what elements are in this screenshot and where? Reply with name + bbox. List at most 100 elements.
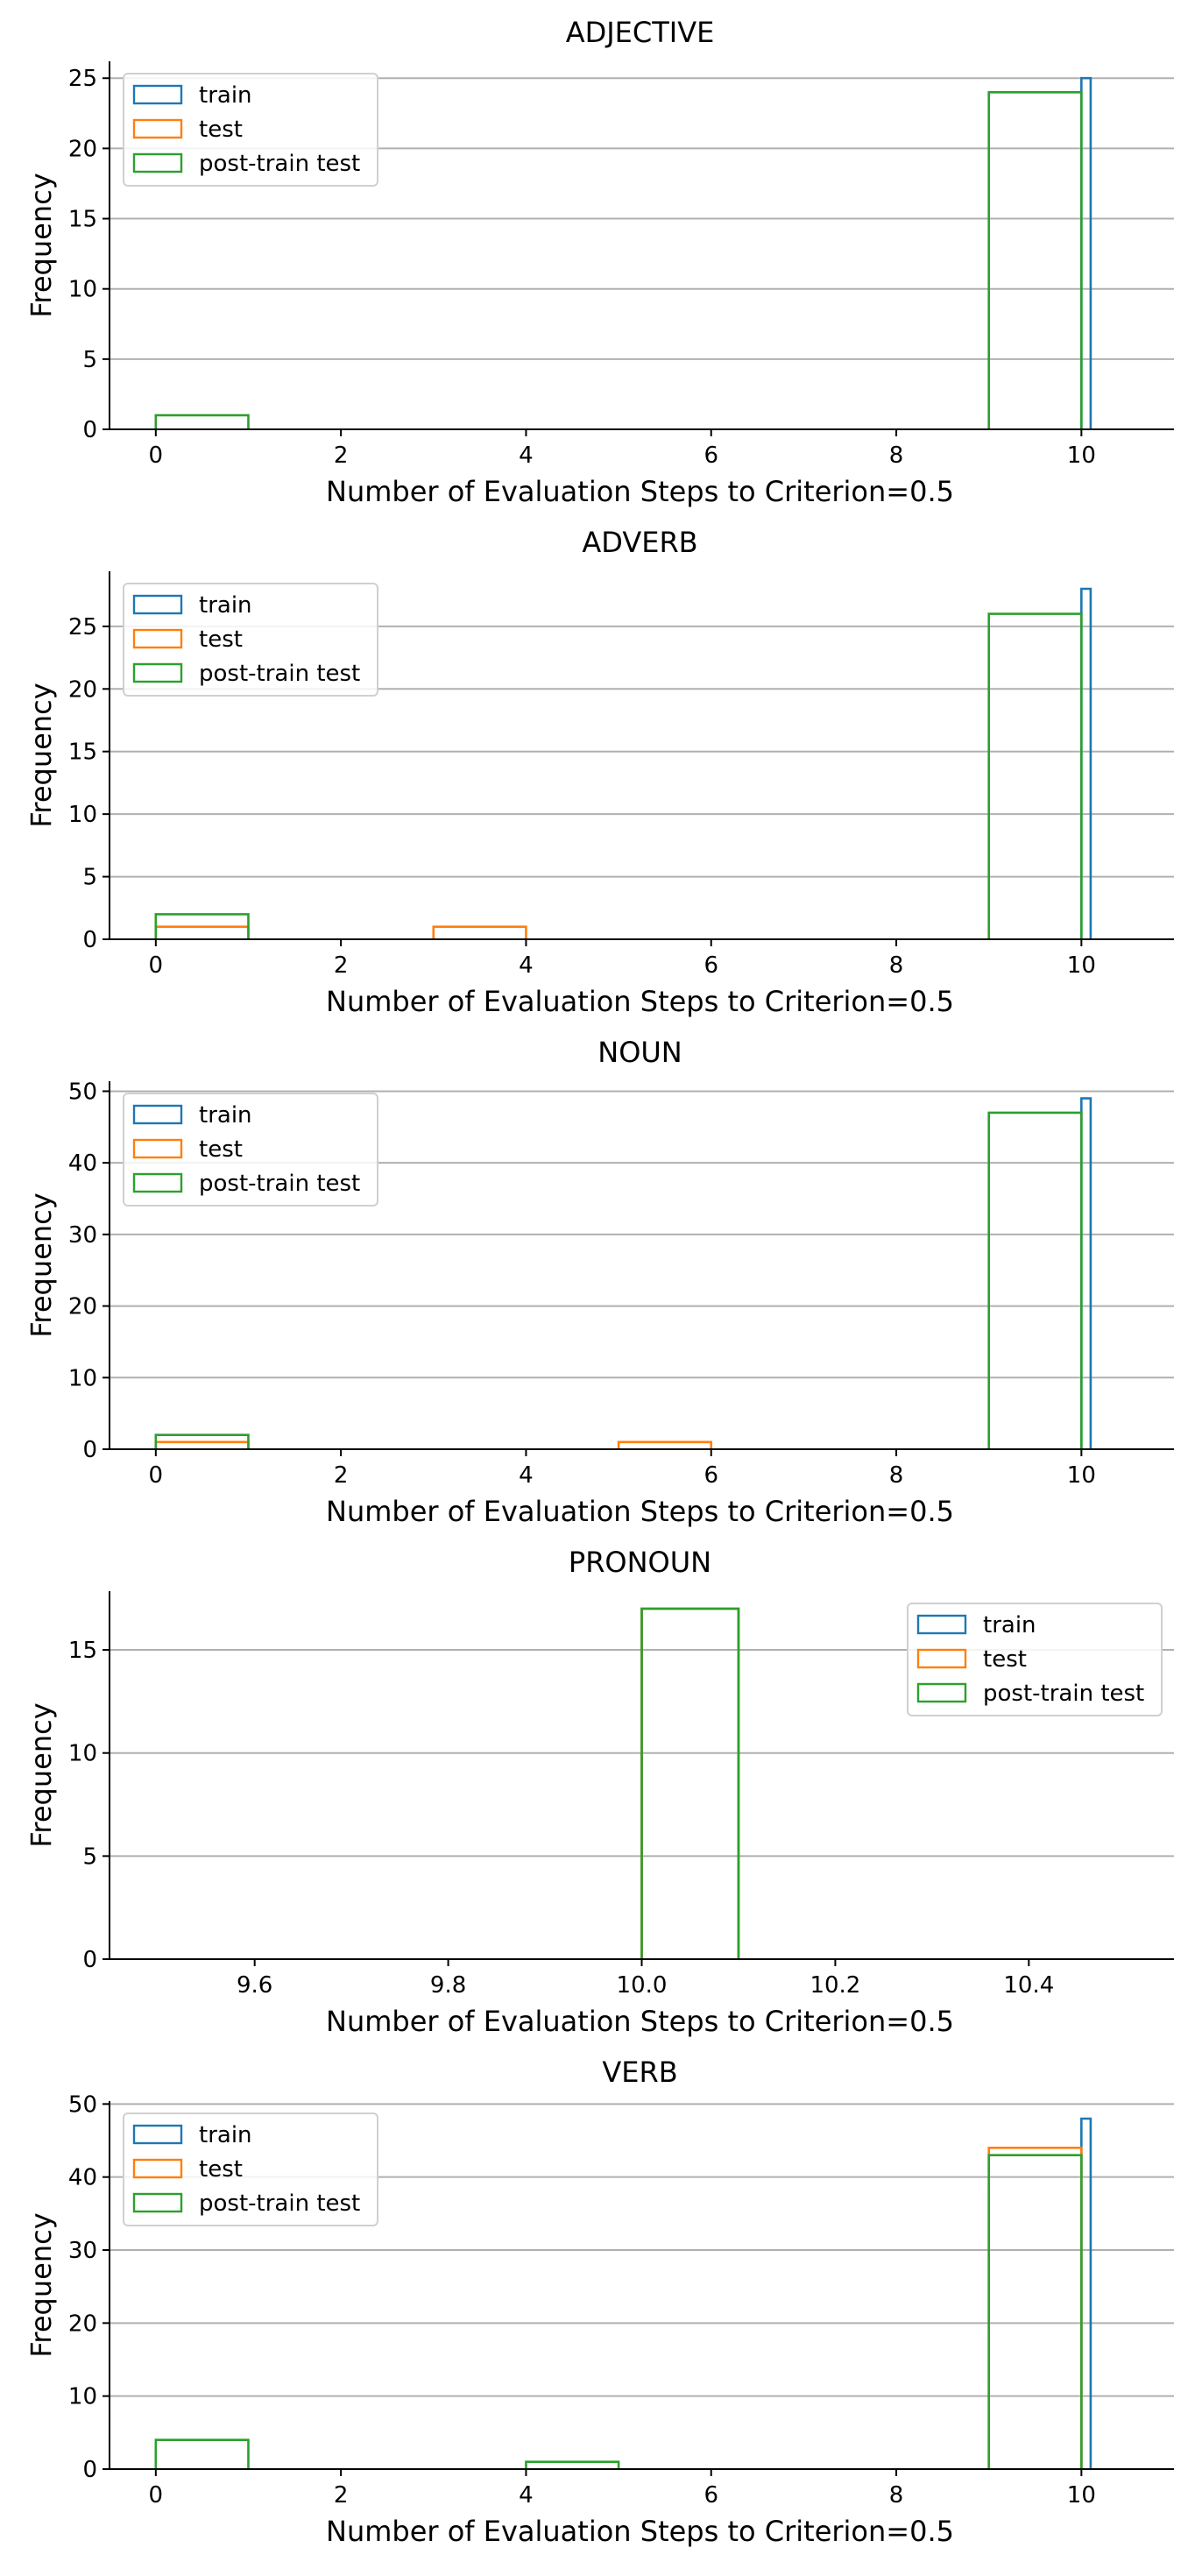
bar-post-train-test-0 — [154, 913, 250, 939]
y-tick-label-4: 40 — [68, 2165, 97, 2191]
legend-label-test: test — [199, 626, 243, 653]
x-tick-label-5: 10 — [1067, 442, 1096, 469]
legend: train test post-train test — [123, 583, 378, 697]
bar-test-0 — [640, 1607, 740, 1959]
legend-label-train: train — [199, 1102, 252, 1129]
x-tick-label-4: 8 — [889, 442, 904, 469]
y-tick-label-3: 15 — [68, 740, 97, 766]
y-axis-label: Frequency — [25, 683, 58, 827]
y-tick-label-1: 5 — [82, 865, 97, 891]
legend-label-train: train — [199, 82, 252, 109]
bar-post-train-test-1 — [987, 612, 1083, 939]
y-tick-label-4: 20 — [68, 676, 97, 703]
y-tick-label-3: 30 — [68, 1222, 97, 1249]
legend-swatch-test — [132, 628, 183, 649]
legend-box — [123, 1093, 378, 1207]
x-tick-label-5: 10 — [1067, 1462, 1096, 1489]
x-tick-label-3: 6 — [704, 442, 718, 469]
legend-label-test: test — [199, 1136, 243, 1163]
y-axis-label: Frequency — [25, 2212, 58, 2357]
chart-title: ADJECTIVE — [566, 16, 715, 49]
x-tick-label-1: 2 — [334, 1462, 349, 1489]
y-tick-label-2: 20 — [68, 1294, 97, 1320]
bar-post-train-test-0 — [154, 1433, 250, 1449]
legend-swatch-post-train-test — [916, 1682, 967, 1703]
chart-panel-noun: 0 10 20 30 40 50 0 2 4 6 8 10 NOUN Number of Evaluati… — [25, 1036, 1174, 1528]
y-tick-label-2: 10 — [68, 277, 97, 303]
y-tick-label-3: 15 — [68, 207, 97, 233]
y-tick-label-5: 25 — [68, 66, 97, 92]
legend-swatch-train — [132, 594, 183, 615]
y-tick-label-2: 10 — [68, 802, 97, 828]
x-tick-label-2: 4 — [519, 442, 534, 469]
legend-label-test: test — [983, 1646, 1027, 1673]
legend-label-post-train-test: post-train test — [199, 151, 360, 177]
y-axis-label: Frequency — [25, 1192, 58, 1337]
y-tick-label-4: 20 — [68, 136, 97, 162]
bar-test-1 — [432, 925, 527, 939]
x-tick-label-4: 8 — [889, 952, 904, 979]
y-tick-label-5: 50 — [68, 1079, 97, 1105]
bar-train-0 — [640, 1607, 740, 1959]
chart-panel-verb: 0 10 20 30 40 50 0 2 4 6 8 10 VERB Number of Evaluati… — [25, 2056, 1174, 2548]
chart-title: NOUN — [597, 1036, 682, 1069]
bar-post-train-test-0 — [154, 2438, 250, 2469]
legend: train test post-train test — [123, 1093, 378, 1207]
legend-swatch-test — [132, 118, 183, 139]
legend-box — [123, 2112, 378, 2226]
y-tick-label-0: 0 — [82, 1437, 97, 1463]
x-tick-label-1: 9.8 — [430, 1972, 466, 1999]
bar-post-train-test-1 — [987, 1111, 1083, 1449]
legend-box — [907, 1603, 1163, 1716]
x-tick-label-0: 0 — [149, 1462, 164, 1489]
y-tick-label-0: 0 — [82, 2457, 97, 2483]
x-tick-label-5: 10 — [1067, 952, 1096, 979]
legend-label-post-train-test: post-train test — [199, 661, 360, 687]
bar-train-0 — [1080, 76, 1092, 429]
legend: train test post-train test — [907, 1603, 1163, 1716]
bar-post-train-test-1 — [525, 2460, 620, 2469]
y-tick-label-0: 0 — [82, 927, 97, 953]
x-tick-label-4: 10.4 — [1003, 1972, 1054, 1999]
x-tick-label-5: 10 — [1067, 2482, 1096, 2509]
x-tick-label-0: 0 — [149, 952, 164, 979]
bar-test-1 — [617, 1440, 713, 1449]
bar-post-train-test-0 — [640, 1607, 740, 1959]
y-tick-label-1: 5 — [82, 347, 97, 373]
legend: train test post-train test — [123, 73, 378, 187]
x-tick-label-4: 8 — [889, 1462, 904, 1489]
chart-panel-adverb: 0 5 10 15 20 25 0 2 4 6 8 10 ADVERB Number of Evaluat… — [25, 526, 1174, 1018]
y-tick-label-1: 10 — [68, 2384, 97, 2410]
y-tick-label-3: 15 — [68, 1638, 97, 1664]
legend-swatch-test — [132, 1138, 183, 1159]
bar-test-0 — [154, 925, 250, 939]
legend-swatch-train — [132, 84, 183, 105]
x-axis-label: Number of Evaluation Steps to Criterion=… — [326, 2005, 954, 2038]
legend-swatch-post-train-test — [132, 662, 183, 683]
y-tick-label-4: 40 — [68, 1150, 97, 1177]
legend-box — [123, 583, 378, 697]
x-tick-label-3: 6 — [704, 1462, 718, 1489]
x-tick-label-4: 8 — [889, 2482, 904, 2509]
bar-post-train-test-2 — [987, 2154, 1083, 2469]
y-tick-label-0: 0 — [82, 417, 97, 443]
legend-label-train: train — [983, 1612, 1036, 1638]
legend-swatch-post-train-test — [132, 152, 183, 173]
legend-label-test: test — [199, 117, 243, 143]
bar-train-0 — [1080, 1097, 1092, 1449]
legend-label-post-train-test: post-train test — [983, 1681, 1144, 1707]
bar-test-0 — [154, 1440, 250, 1449]
y-tick-label-0: 0 — [82, 1947, 97, 1973]
x-tick-label-3: 6 — [704, 2482, 718, 2509]
x-tick-label-2: 4 — [519, 952, 534, 979]
x-tick-label-2: 4 — [519, 1462, 534, 1489]
legend-swatch-post-train-test — [132, 2192, 183, 2213]
y-axis-label: Frequency — [25, 1702, 58, 1847]
x-tick-label-0: 0 — [149, 2482, 164, 2509]
x-tick-label-0: 0 — [149, 442, 164, 469]
x-tick-label-1: 2 — [334, 952, 349, 979]
y-tick-label-1: 5 — [82, 1844, 97, 1870]
y-tick-label-5: 25 — [68, 614, 97, 640]
x-tick-label-1: 2 — [334, 442, 349, 469]
